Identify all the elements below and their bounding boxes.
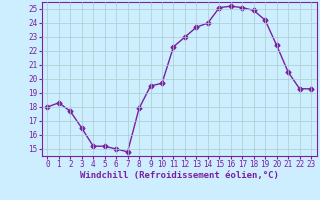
X-axis label: Windchill (Refroidissement éolien,°C): Windchill (Refroidissement éolien,°C) xyxy=(80,171,279,180)
